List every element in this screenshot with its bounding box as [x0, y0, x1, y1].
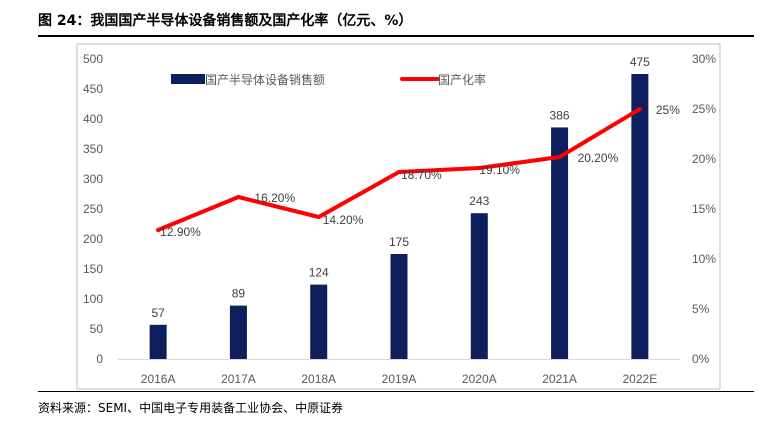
right-axis-tick-label: 25%	[692, 102, 716, 116]
legend-bar-swatch	[171, 74, 205, 84]
left-axis-tick-label: 0	[96, 352, 103, 366]
line-value-label: 12.90%	[160, 225, 201, 239]
source-rule	[38, 391, 754, 392]
line-value-label: 25%	[656, 103, 680, 117]
line-value-label: 19.10%	[479, 163, 520, 177]
left-axis-tick-label: 300	[83, 172, 103, 186]
right-axis-tick-label: 5%	[692, 302, 710, 316]
bar	[149, 324, 167, 359]
left-axis-tick-label: 150	[83, 262, 103, 276]
rate-point	[637, 107, 642, 111]
rate-point	[397, 170, 401, 174]
left-axis-tick-label: 200	[83, 232, 103, 246]
bar-value-label: 386	[550, 108, 570, 122]
title-rule	[38, 35, 754, 37]
left-axis-tick-label: 350	[83, 142, 103, 156]
bar	[631, 74, 649, 359]
bar	[310, 284, 328, 359]
line-value-label: 20.20%	[578, 151, 619, 165]
bar	[470, 213, 488, 359]
rate-point	[236, 195, 241, 199]
right-axis-tick-label: 30%	[692, 52, 716, 66]
rate-point	[156, 228, 161, 232]
line-value-label: 16.20%	[254, 191, 295, 205]
right-axis-tick-label: 0%	[692, 352, 710, 366]
left-axis-tick-label: 100	[83, 292, 103, 306]
bar-value-label: 475	[630, 55, 650, 69]
rate-point	[557, 155, 562, 159]
rate-point	[477, 166, 482, 170]
x-axis-tick-label: 2020A	[462, 372, 497, 386]
left-axis-tick-label: 450	[83, 82, 103, 96]
right-axis-tick-label: 20%	[692, 152, 716, 166]
plot-frame	[76, 43, 721, 390]
left-axis-tick-label: 250	[83, 202, 103, 216]
x-axis-tick-label: 2021A	[542, 372, 577, 386]
x-axis-tick-label: 2018A	[301, 372, 336, 386]
left-axis-tick-label: 500	[83, 52, 103, 66]
x-axis-tick-label: 2019A	[382, 372, 417, 386]
bar-value-label: 175	[389, 235, 409, 249]
bar	[551, 127, 569, 360]
bar	[229, 305, 247, 359]
line-value-label: 14.20%	[323, 213, 364, 227]
rate-point	[316, 215, 321, 219]
left-axis-tick-label: 50	[90, 322, 104, 336]
bar-value-label: 57	[151, 306, 165, 320]
bar-value-label: 243	[469, 194, 489, 208]
figure-title: 图 24：我国国产半导体设备销售额及国产化率（亿元、%）	[38, 13, 413, 29]
legend-line-label: 国产化率	[438, 72, 486, 87]
x-axis-tick-label: 2017A	[221, 372, 256, 386]
bar	[390, 254, 408, 359]
legend-bar-label: 国产半导体设备销售额	[205, 72, 325, 87]
right-axis-tick-label: 10%	[692, 252, 716, 266]
line-value-label: 18.70%	[401, 168, 442, 182]
bar-value-label: 124	[309, 266, 329, 280]
x-axis-tick-label: 2016A	[141, 372, 176, 386]
left-axis-tick-label: 400	[83, 112, 103, 126]
bar-value-label: 89	[232, 287, 246, 301]
right-axis-tick-label: 15%	[692, 202, 716, 216]
figure-source: 资料来源：SEMI、中国电子专用装备工业协会、中原证券	[38, 401, 344, 415]
x-axis-tick-label: 2022E	[623, 372, 658, 386]
